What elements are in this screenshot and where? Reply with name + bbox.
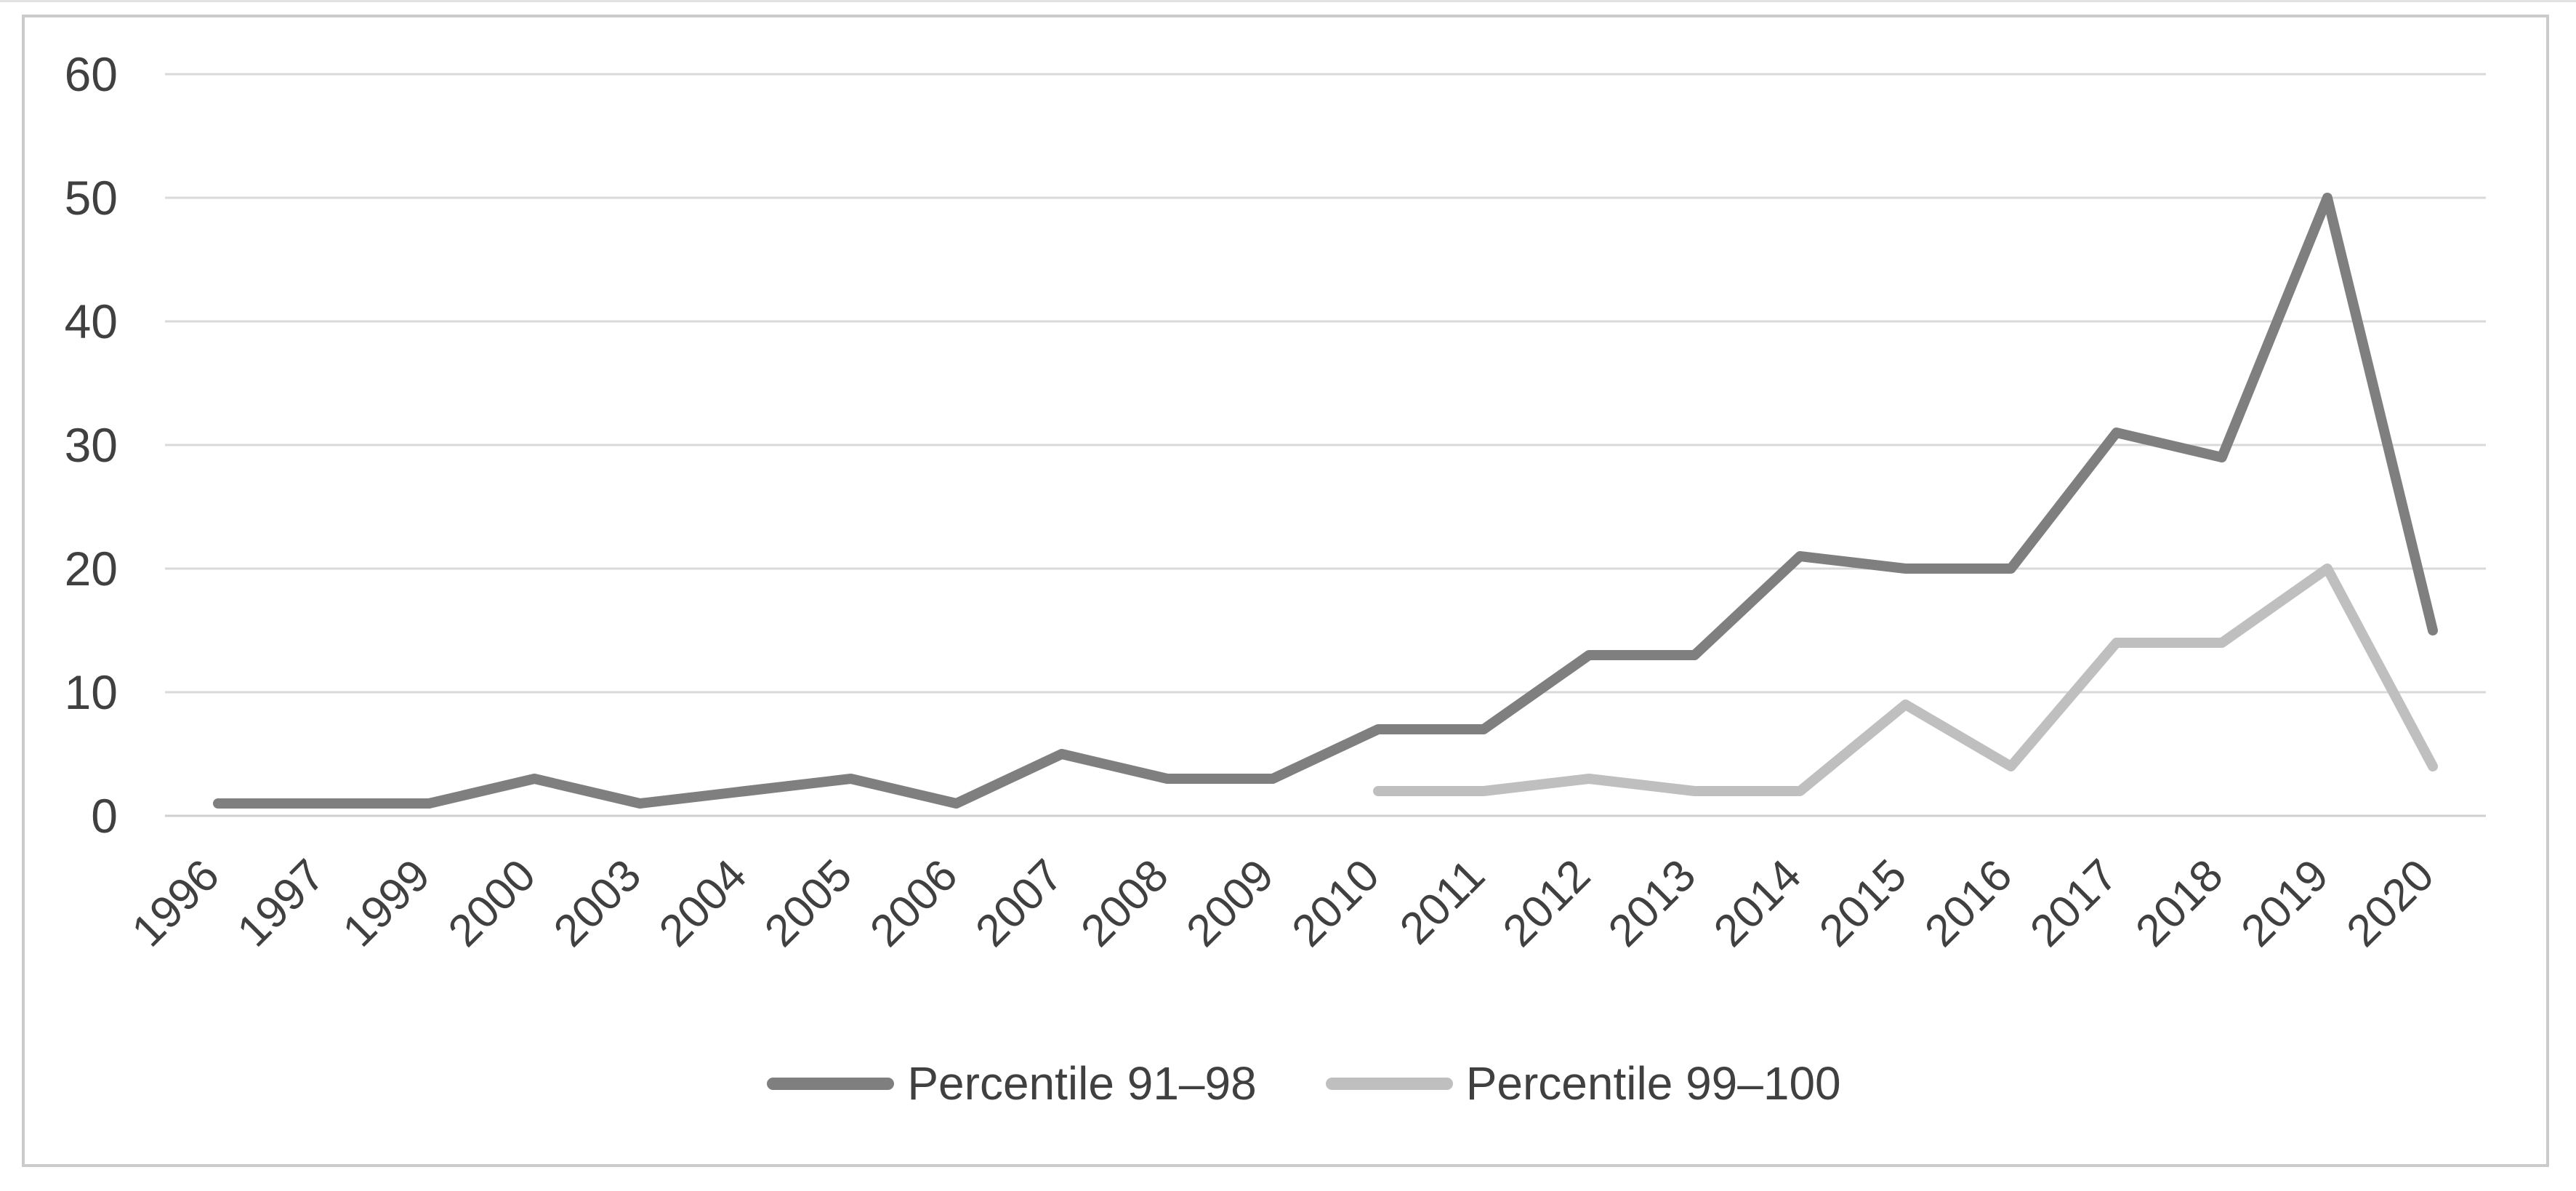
x-tick-label-2019: 2019	[2231, 850, 2338, 956]
series-line-0	[213, 193, 2438, 809]
x-tick-label-2006: 2006	[861, 850, 967, 956]
x-tick-label-2017: 2017	[2021, 850, 2127, 956]
y-tick-label-0: 0	[91, 789, 118, 843]
y-tick-label-40: 40	[65, 294, 118, 348]
series-lines-group	[213, 193, 2438, 809]
legend-label-percentile-91-98: Percentile 91–98	[907, 1057, 1257, 1110]
legend-swatch-dark-line	[767, 1077, 895, 1090]
x-tick-label-2008: 2008	[1071, 850, 1178, 956]
x-tick-label-2016: 2016	[1915, 850, 2021, 956]
x-tick-label-1999: 1999	[334, 850, 440, 956]
x-tick-label-2012: 2012	[1494, 850, 1600, 956]
x-tick-label-2020: 2020	[2338, 850, 2444, 956]
y-axis-labels-group: 0 10 20 30 40 50 60	[65, 47, 118, 843]
y-tick-label-60: 60	[65, 47, 118, 101]
x-tick-label-2011: 2011	[1390, 850, 1494, 954]
x-tick-label-2013: 2013	[1599, 850, 1705, 956]
chart-frame	[22, 15, 2549, 1167]
x-tick-label-2007: 2007	[966, 850, 1072, 956]
x-tick-label-2010: 2010	[1283, 850, 1389, 956]
x-tick-label-2015: 2015	[1810, 850, 1916, 956]
y-tick-label-30: 30	[65, 418, 118, 472]
x-tick-label-1997: 1997	[228, 850, 334, 956]
legend-item-percentile-91-98: Percentile 91–98	[767, 1056, 1257, 1110]
x-tick-label-2003: 2003	[544, 850, 651, 956]
gridlines-group	[165, 73, 2486, 817]
series-line-1	[1373, 564, 2438, 796]
chart-legend: Percentile 91–98 Percentile 99–100	[16, 1048, 2576, 1118]
y-tick-label-20: 20	[65, 542, 118, 596]
x-tick-label-2005: 2005	[755, 850, 861, 956]
x-tick-label-2009: 2009	[1178, 850, 1284, 956]
y-tick-label-10: 10	[65, 665, 118, 719]
top-edge-artifact-line	[0, 0, 2576, 2]
x-tick-label-2018: 2018	[2126, 850, 2232, 956]
legend-label-percentile-99-100: Percentile 99–100	[1465, 1057, 1841, 1110]
legend-item-percentile-99-100: Percentile 99–100	[1325, 1056, 1841, 1110]
x-axis-labels-group: 1996199719992000200320042005200620072008…	[123, 850, 2444, 956]
x-tick-label-2004: 2004	[650, 850, 756, 956]
x-tick-label-1996: 1996	[123, 850, 229, 956]
y-tick-label-50: 50	[65, 171, 118, 225]
legend-swatch-light-line	[1325, 1077, 1453, 1090]
x-tick-label-2014: 2014	[1704, 850, 1811, 956]
x-tick-label-2000: 2000	[439, 850, 545, 956]
